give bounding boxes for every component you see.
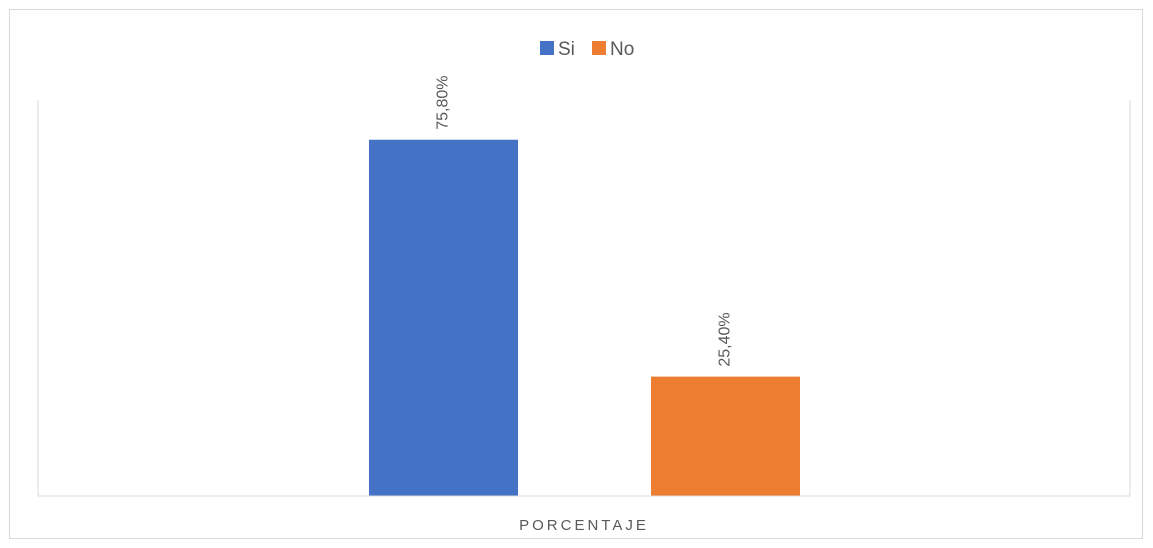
category-labels-group: PORCENTAJE <box>519 517 649 534</box>
data-label-no: 25,40% <box>717 312 734 366</box>
legend: Si No <box>540 39 634 60</box>
legend-label-no: No <box>610 39 634 60</box>
bars-group <box>369 140 800 496</box>
data-label-si: 75,80% <box>435 75 452 129</box>
plot-axes <box>38 100 1130 496</box>
legend-item-si: Si <box>540 39 575 60</box>
legend-swatch-si <box>540 41 554 55</box>
category-label: PORCENTAJE <box>519 517 649 534</box>
legend-label-si: Si <box>558 39 575 60</box>
legend-swatch-no <box>592 41 606 55</box>
legend-item-no: No <box>592 39 634 60</box>
bar-si <box>369 140 518 496</box>
bar-no <box>651 377 800 496</box>
